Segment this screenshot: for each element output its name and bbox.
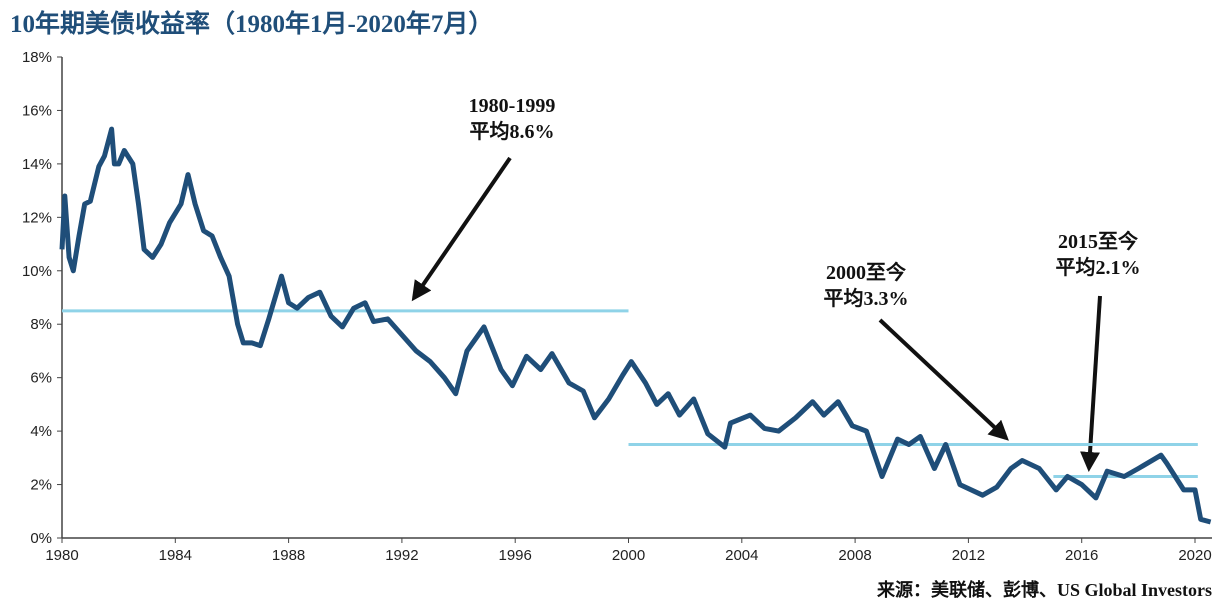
annotation: 1980-1999 [469, 95, 556, 117]
y-tick-label: 10% [22, 263, 52, 280]
y-tick-label: 6% [30, 370, 52, 387]
x-tick-label: 2012 [952, 547, 985, 564]
y-tick-label: 8% [30, 316, 52, 333]
annotation: 平均8.6% [470, 119, 555, 143]
arrow [878, 318, 1009, 441]
chart-title: 10年期美债收益率（1980年1月-2020年7月） [10, 9, 493, 38]
y-tick-label: 4% [30, 423, 52, 440]
y-tick-label: 16% [22, 102, 52, 119]
x-tick-label: 2020 [1178, 547, 1211, 564]
y-tick-label: 14% [22, 156, 52, 173]
x-tick-label: 2000 [612, 547, 645, 564]
x-tick-label: 1984 [159, 547, 192, 564]
x-tick-label: 2008 [838, 547, 871, 564]
x-tick-label: 1992 [385, 547, 418, 564]
arrow [411, 156, 512, 302]
x-tick-label: 1996 [499, 547, 532, 564]
x-tick-label: 2004 [725, 547, 758, 564]
y-tick-label: 18% [22, 49, 52, 66]
x-tick-label: 1988 [272, 547, 305, 564]
annotation: 2000至今 [826, 260, 907, 284]
annotation: 平均3.3% [824, 286, 909, 310]
arrow [1080, 295, 1102, 472]
x-tick-label: 2016 [1065, 547, 1098, 564]
y-tick-label: 12% [22, 209, 52, 226]
y-tick-label: 0% [30, 530, 52, 547]
series-line [59, 126, 1212, 525]
annotation: 2015至今 [1058, 229, 1139, 253]
x-tick-label: 1980 [45, 547, 78, 564]
annotation: 平均2.1% [1056, 255, 1141, 279]
y-tick-label: 2% [30, 477, 52, 494]
source-note: 来源：美联储、彭博、US Global Investors [876, 579, 1212, 600]
